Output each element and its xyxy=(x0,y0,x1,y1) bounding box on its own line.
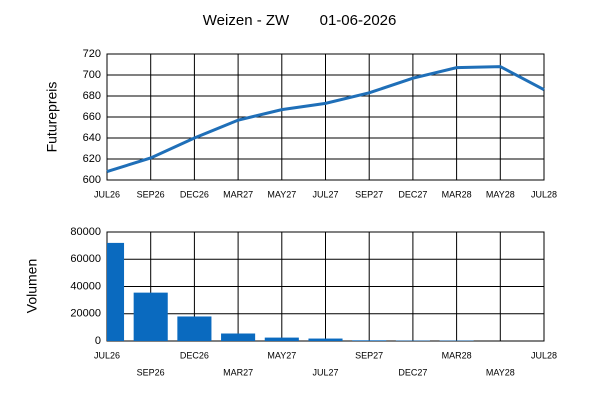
x-tick-label: MAR28 xyxy=(442,189,472,199)
x-tick-label: MAY28 xyxy=(486,189,515,199)
x-tick-label: SEP27 xyxy=(355,189,383,199)
y-tick-label: 80000 xyxy=(70,226,101,238)
chart-title: Weizen - ZW xyxy=(203,12,290,29)
x-tick-label: JUL26 xyxy=(94,350,120,360)
x-tick-label: MAY27 xyxy=(267,350,296,360)
x-tick-label: SEP26 xyxy=(137,367,165,377)
y-axis-title: Futurepreis xyxy=(44,82,60,153)
x-tick-label: MAY27 xyxy=(267,189,296,199)
x-tick-label: MAY28 xyxy=(486,367,515,377)
x-tick-label: JUL26 xyxy=(94,189,120,199)
x-tick-label: MAR28 xyxy=(442,350,472,360)
y-tick-label: 680 xyxy=(83,90,101,102)
y-tick-label: 620 xyxy=(83,153,101,165)
x-tick-label: JUL28 xyxy=(531,350,557,360)
bar xyxy=(221,333,256,341)
y-tick-label: 700 xyxy=(83,69,101,81)
bar xyxy=(352,340,387,341)
bar xyxy=(264,337,299,341)
y-axis-title: Volumen xyxy=(24,259,40,313)
y-tick-label: 600 xyxy=(83,174,101,186)
x-tick-label: SEP26 xyxy=(137,189,165,199)
bar xyxy=(133,292,168,341)
bar xyxy=(107,242,125,341)
x-tick-label: DEC26 xyxy=(180,350,209,360)
bar xyxy=(177,316,212,341)
x-tick-label: DEC26 xyxy=(180,189,209,199)
bars xyxy=(107,242,474,341)
chart-subtitle: 01-06-2026 xyxy=(320,12,397,29)
x-tick-label: JUL27 xyxy=(312,189,338,199)
x-tick-label: MAR27 xyxy=(223,189,253,199)
y-tick-label: 20000 xyxy=(70,308,101,320)
x-tick-label: MAR27 xyxy=(223,367,253,377)
x-tick-label: JUL27 xyxy=(312,367,338,377)
bar xyxy=(308,338,343,341)
y-tick-label: 40000 xyxy=(70,280,101,292)
y-tick-label: 0 xyxy=(95,335,101,347)
x-tick-label: JUL28 xyxy=(531,189,557,199)
y-tick-label: 660 xyxy=(83,111,101,123)
y-tick-label: 640 xyxy=(83,132,101,144)
x-tick-label: DEC27 xyxy=(398,189,427,199)
y-tick-label: 720 xyxy=(83,48,101,60)
line xyxy=(106,65,545,174)
x-tick-label: SEP27 xyxy=(355,350,383,360)
x-tick-label: DEC27 xyxy=(398,367,427,377)
y-tick-label: 60000 xyxy=(70,253,101,265)
